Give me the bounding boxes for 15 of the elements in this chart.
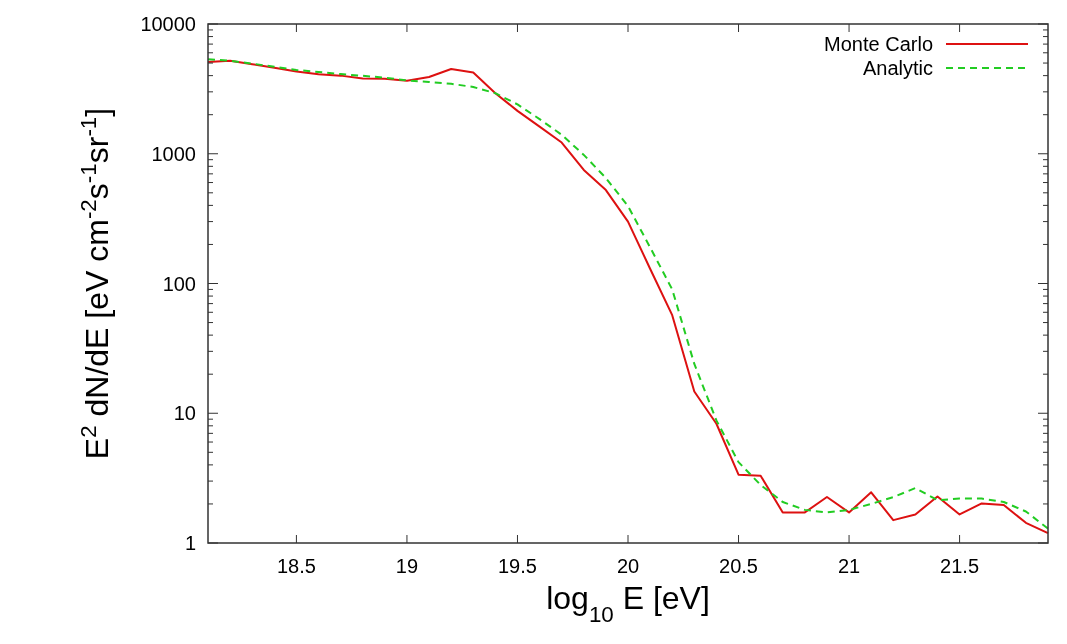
y-tick-label: 1 — [184, 532, 196, 554]
y-tick-label: 10000 — [140, 13, 196, 35]
legend-label: Monte Carlo — [824, 33, 933, 55]
x-tick-label: 21.5 — [940, 555, 980, 577]
x-tick-label: 19.5 — [498, 555, 537, 577]
y-tick-label: 1000 — [151, 142, 196, 165]
x-tick-label: 19 — [395, 555, 419, 577]
x-tick-label: 18.5 — [276, 555, 316, 577]
x-axis-title: log$_{10}$ E [eV] — [546, 580, 710, 627]
y-tick-label: 10 — [173, 402, 196, 425]
x-tick-label: 20.5 — [719, 555, 758, 577]
x-tick-label: 21 — [837, 555, 861, 577]
legend-label: Analytic — [862, 57, 933, 79]
x-tick-label: 20 — [616, 555, 640, 577]
y-tick-label: 100 — [162, 272, 196, 295]
